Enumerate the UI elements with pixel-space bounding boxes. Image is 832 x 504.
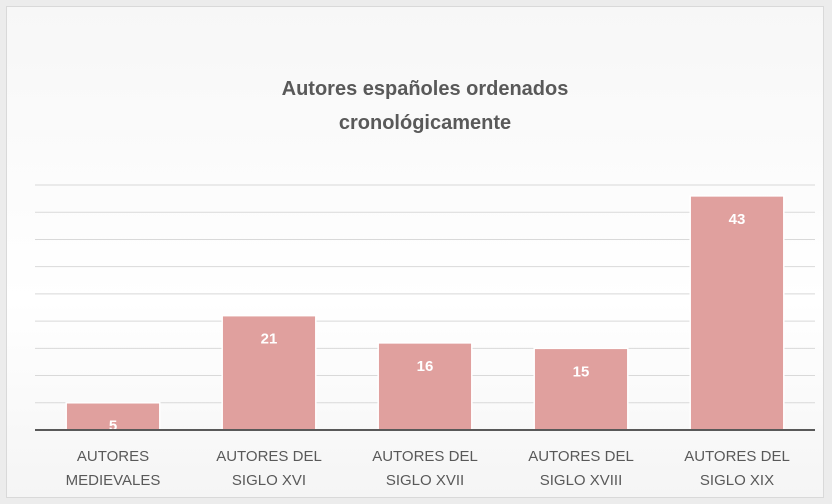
x-tick-label: AUTORES DEL: [684, 448, 790, 465]
bar: [689, 195, 785, 431]
data-label: 16: [417, 358, 434, 375]
data-label: 5: [109, 418, 117, 435]
bar: [533, 347, 629, 431]
x-tick-label: AUTORES DEL: [528, 448, 634, 465]
data-label: 21: [261, 331, 278, 348]
x-tick-label: SIGLO XIX: [700, 472, 774, 489]
x-tick-label: SIGLO XVII: [386, 472, 464, 489]
x-tick-label: MEDIEVALES: [66, 472, 161, 489]
x-tick-label: AUTORES DEL: [372, 448, 478, 465]
x-tick-label: SIGLO XVI: [232, 472, 306, 489]
bar: [377, 342, 473, 431]
x-tick-label: AUTORES DEL: [216, 448, 322, 465]
chart-title: Autores españoles ordenados cronológicam…: [281, 78, 569, 134]
x-tick-label: SIGLO XVIII: [540, 472, 623, 489]
data-label: 43: [729, 211, 746, 228]
x-tick-label: AUTORES: [77, 448, 149, 465]
data-label: 15: [573, 363, 590, 380]
